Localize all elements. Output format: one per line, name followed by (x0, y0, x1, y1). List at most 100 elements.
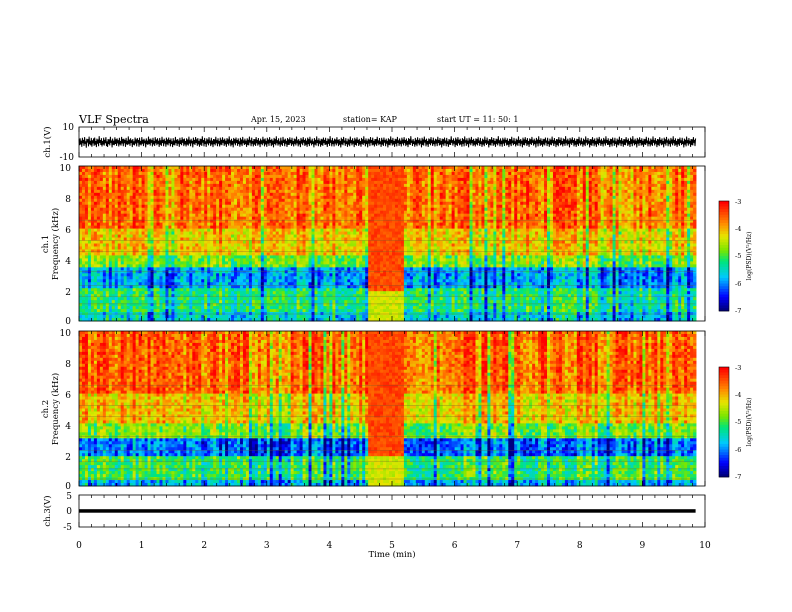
spectrogram-cell (308, 231, 312, 235)
spectrogram-cell (186, 222, 190, 227)
spectrogram-cell (311, 213, 315, 218)
spectrogram-cell (600, 177, 605, 182)
spectrogram-cell (392, 183, 396, 188)
spectrogram-cell (484, 189, 488, 194)
spectrogram-cell (141, 201, 145, 206)
spectrogram-cell (153, 234, 157, 238)
spectrogram-cell (210, 225, 214, 229)
spectrogram-cell (159, 219, 163, 224)
spectrogram-cell (678, 168, 682, 173)
spectrogram-cell (669, 231, 673, 235)
spectrogram-cell (311, 171, 315, 176)
spectrogram-cell (669, 225, 673, 229)
spectrogram-cell (693, 231, 697, 235)
spectrogram-cell (475, 183, 479, 188)
spectrogram-cell (636, 195, 640, 200)
spectrogram-cell (511, 195, 515, 200)
spectrogram-cell (570, 210, 575, 215)
spectrogram-cell (275, 166, 280, 170)
spectrogram-cell (257, 201, 262, 206)
spectrogram-cell (585, 189, 590, 194)
spectrogram-cell (308, 216, 312, 221)
spectrogram-cell (627, 228, 631, 232)
spectrogram-cell (371, 210, 375, 215)
spectrogram-cell (284, 216, 289, 221)
spectrogram-cell (541, 222, 545, 227)
spectrogram-cell (383, 234, 387, 238)
spectrogram-cell (213, 189, 217, 194)
spectrogram-cell (326, 213, 330, 218)
spectrogram-cell (93, 174, 98, 179)
spectrogram-cell (210, 207, 214, 212)
spectrogram-cell (299, 180, 303, 185)
spectrogram-cell (314, 228, 318, 232)
spectrogram-cell (168, 210, 172, 215)
spectrogram-cell (672, 171, 676, 176)
spectrogram-cell (308, 166, 312, 170)
spectrogram-cell (93, 222, 98, 227)
spectrogram-cell (460, 177, 464, 182)
spectrogram-cell (555, 192, 560, 197)
spectrogram-cell (389, 228, 393, 232)
spectrogram-cell (159, 231, 163, 235)
spectrogram-cell (257, 198, 262, 203)
spectrogram-cell (621, 231, 625, 235)
spectrogram-cell (231, 225, 235, 229)
spectrogram-cell (132, 216, 137, 221)
spectrogram-cell (544, 216, 548, 221)
spectrogram-cell (642, 213, 646, 218)
spectrogram-cell (490, 186, 494, 191)
spectrogram-cell (594, 213, 599, 218)
spectrogram-cell (99, 213, 104, 218)
spectrogram-cell (538, 168, 542, 173)
spectrogram-cell (487, 213, 491, 218)
spectrogram-cell (672, 186, 676, 191)
spectrogram-cell (84, 195, 89, 200)
spectrogram-cell (693, 210, 697, 215)
spectrogram-cell (236, 207, 241, 212)
spectrogram-cell (96, 195, 101, 200)
spectrogram-cell (180, 192, 184, 197)
spectrogram-cell (520, 189, 524, 194)
spectrogram-cell (660, 192, 664, 197)
spectrogram-cell (284, 174, 289, 179)
spectrogram-cell (478, 222, 482, 227)
spectrogram-cell (213, 168, 217, 173)
spectrogram-cell (541, 183, 545, 188)
spectrogram-cell (79, 207, 83, 212)
spectrogram-cell (374, 234, 378, 238)
spectrogram-cell (639, 195, 643, 200)
spectrogram-cell (242, 177, 247, 182)
spectrogram-cell (102, 222, 107, 227)
spectrogram-cell (272, 180, 277, 185)
spectrogram-cell (660, 171, 664, 176)
spectrogram-cell (487, 186, 491, 191)
spectrogram-cell (597, 204, 602, 209)
spectrogram-cell (335, 219, 339, 224)
spectrogram-cell (669, 180, 673, 185)
spectrogram-cell (234, 210, 238, 215)
spectrogram-cell (117, 183, 122, 188)
spectrogram-cell (168, 198, 172, 203)
spectrogram-cell (377, 216, 381, 221)
spectrogram-cell (120, 180, 125, 185)
spectrogram-cell (201, 216, 205, 221)
spectrogram-cell (579, 186, 584, 191)
spectrogram-cell (693, 186, 697, 191)
spectrogram-cell (219, 174, 223, 179)
spectrogram-cell (508, 177, 512, 182)
spectrogram-cell (242, 231, 247, 235)
spectrogram-cell (165, 228, 169, 232)
spectrogram-cell (180, 186, 184, 191)
spectrogram-cell (496, 222, 500, 227)
spectrogram-cell (332, 213, 336, 218)
spectrogram-cell (585, 222, 590, 227)
spectrogram-cell (591, 195, 596, 200)
spectrogram-cell (397, 228, 402, 232)
spectrogram-cell (439, 204, 444, 209)
spectrogram-cell (505, 174, 509, 179)
spectrogram-cell (639, 177, 643, 182)
spectrogram-cell (171, 186, 175, 191)
spectrogram-cell (666, 228, 670, 232)
spectrogram-cell (81, 225, 86, 229)
